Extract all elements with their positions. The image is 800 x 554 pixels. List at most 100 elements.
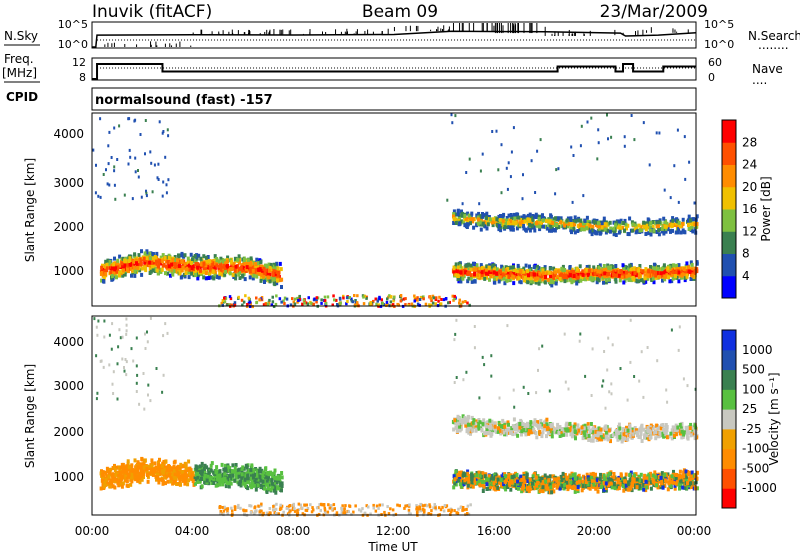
power-cell [282, 299, 285, 303]
power-cell [467, 262, 471, 267]
power-cell [154, 259, 158, 264]
power-cell [164, 155, 167, 159]
power-cell [303, 301, 306, 305]
velocity-cell [123, 473, 126, 478]
power-cell [270, 276, 274, 281]
power-cell [152, 265, 156, 270]
power-cell [150, 161, 153, 165]
power-cell [444, 297, 448, 300]
power-cell [165, 191, 168, 195]
power-cell [452, 266, 456, 271]
power-cell [95, 163, 97, 167]
power-cell [225, 303, 229, 307]
power-cell [125, 262, 129, 266]
power-cell [600, 225, 604, 230]
power-cell [208, 259, 211, 264]
power-cell [655, 131, 658, 135]
velocity-cell [273, 482, 276, 487]
power-cell [528, 222, 531, 227]
velocity-cell [102, 484, 106, 489]
power-cell [627, 277, 631, 282]
power-cell [416, 296, 419, 300]
power-cell [606, 263, 610, 268]
velocity-cell [263, 486, 267, 491]
power-cell [112, 271, 116, 276]
velocity-cell [690, 470, 694, 475]
power-cell [609, 274, 613, 279]
sky-right-dots: ........ [758, 38, 789, 52]
power-cell [602, 280, 605, 285]
velocity-cell [142, 472, 146, 476]
power-cell [99, 117, 102, 121]
velocity-cell [119, 465, 123, 470]
velocity-cell [622, 488, 626, 493]
power-cell [492, 270, 496, 275]
power-cell [667, 275, 670, 280]
velocity-cell [612, 472, 616, 476]
power-cell [547, 270, 551, 275]
velocity-cell [270, 481, 274, 486]
velocity-cell [123, 467, 127, 472]
power-cell [272, 281, 276, 286]
velocity-cell [138, 474, 142, 479]
power-cell [205, 260, 209, 264]
cpid-label: CPID [6, 90, 38, 104]
power-cell [555, 168, 558, 172]
power-cell [628, 273, 631, 278]
power-cell [259, 275, 263, 280]
power-cell [162, 180, 165, 184]
power-cell [592, 276, 596, 281]
velocity-cell [220, 462, 224, 467]
power-cell [536, 273, 540, 278]
power-cell [542, 224, 545, 229]
power-cell [493, 280, 497, 285]
power-cell [392, 299, 395, 303]
power-cell [137, 169, 139, 172]
velocity-cell [121, 481, 125, 486]
velocity-cell [468, 477, 472, 481]
velocity-cell [269, 487, 273, 492]
power-cell [606, 228, 610, 233]
power-cell [582, 221, 585, 226]
power-cell [202, 275, 206, 280]
power-cell [539, 138, 542, 142]
velocity-cell [163, 467, 166, 472]
power-cell [178, 269, 182, 274]
power-cell [480, 272, 484, 277]
power-cell [592, 219, 596, 224]
power-cell [585, 265, 589, 269]
power-cell [653, 220, 657, 225]
velocity-cell [244, 476, 248, 481]
velocity-cell [203, 473, 207, 478]
velocity-cell [547, 478, 551, 483]
power-cell [374, 297, 377, 301]
power-cell [276, 278, 279, 283]
velocity-cell [548, 474, 552, 479]
power-cell [639, 225, 643, 230]
power-cell [468, 303, 471, 307]
power-cell [681, 228, 685, 233]
power-cell [140, 195, 143, 199]
velocity-cell [173, 479, 177, 484]
velocity-cell [249, 467, 253, 472]
power-cell [587, 269, 591, 273]
power-cell [353, 303, 357, 307]
power-cell [183, 253, 187, 258]
power-cell [266, 275, 270, 280]
velocity-cell [254, 487, 258, 492]
velocity-cell [474, 478, 478, 483]
power-cell [268, 276, 272, 281]
velocity-cell [250, 485, 254, 490]
velocity-cell [151, 467, 154, 472]
power-cell [580, 124, 583, 128]
power-cell [134, 156, 137, 160]
velocity-cell [223, 476, 227, 481]
velocity-cell [172, 465, 176, 469]
velocity-cell [198, 469, 201, 474]
velocity-cell [198, 464, 202, 469]
power-cell [153, 257, 157, 262]
power-cell [631, 222, 635, 227]
power-cell [196, 265, 200, 270]
power-cell [669, 196, 672, 200]
power-cell [143, 260, 147, 265]
